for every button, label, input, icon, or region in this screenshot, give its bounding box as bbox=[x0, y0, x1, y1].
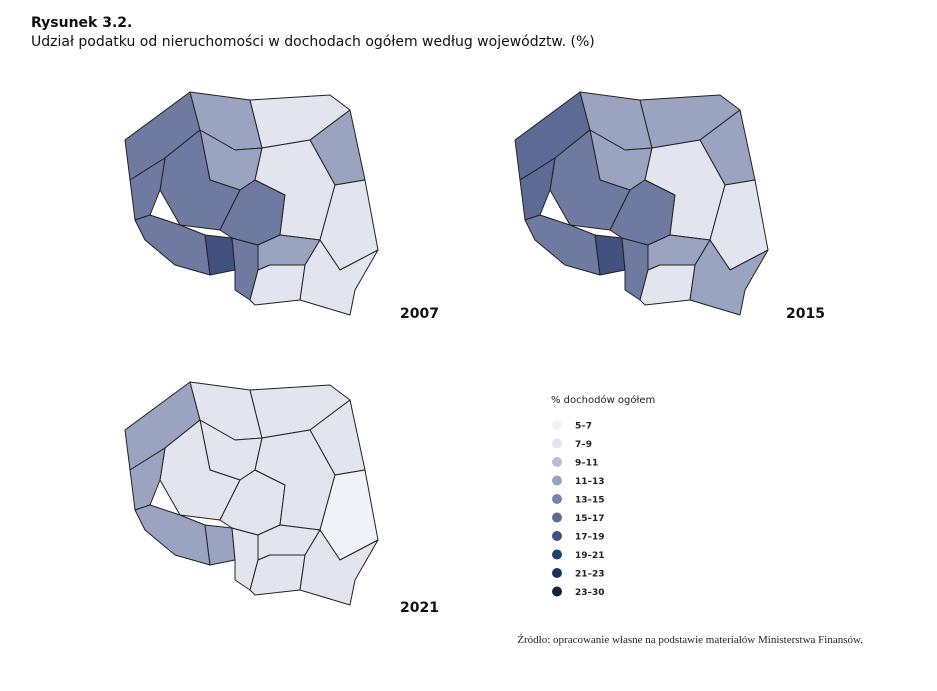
legend-swatch bbox=[552, 531, 562, 541]
region bbox=[639, 264, 696, 306]
legend-swatch bbox=[552, 494, 562, 504]
maps bbox=[124, 91, 769, 606]
legend-label: 5–7 bbox=[575, 422, 592, 432]
legend-swatch bbox=[552, 457, 562, 467]
legend-label: 13–15 bbox=[575, 496, 605, 506]
region bbox=[594, 234, 626, 276]
figure-label: Rysunek 3.2. bbox=[31, 15, 132, 31]
legend-label: 9–11 bbox=[575, 459, 598, 469]
map bbox=[514, 91, 769, 316]
map-year: 2015 bbox=[786, 306, 825, 322]
legend-label: 11–13 bbox=[575, 477, 605, 487]
legend-swatch bbox=[552, 586, 562, 597]
source-note: Źródło: opracowanie własne na podstawie … bbox=[517, 634, 863, 646]
legend-swatch bbox=[552, 512, 562, 523]
legend-label: 15–17 bbox=[575, 514, 605, 524]
map-year: 2021 bbox=[400, 600, 439, 616]
legend-swatch bbox=[552, 438, 562, 449]
legend-label: 21–23 bbox=[575, 570, 605, 580]
region bbox=[129, 447, 166, 511]
legend-label: 23–30 bbox=[575, 588, 605, 598]
legend-title: % dochodów ogółem bbox=[551, 394, 655, 406]
figure-title: Udział podatku od nieruchomości w dochod… bbox=[31, 34, 595, 50]
legend-swatch bbox=[552, 568, 562, 578]
legend-swatch bbox=[552, 420, 562, 430]
region bbox=[249, 264, 306, 306]
map bbox=[124, 91, 379, 316]
legend: 5–7 7–9 9–11 11–13 13–15 15–17 17–19 19–21 21–23… bbox=[552, 420, 605, 598]
region bbox=[689, 239, 769, 316]
legend-swatch bbox=[552, 549, 562, 560]
region bbox=[204, 524, 236, 566]
region bbox=[129, 157, 166, 221]
map bbox=[124, 381, 379, 606]
legend-label: 17–19 bbox=[575, 533, 605, 543]
map-year: 2007 bbox=[400, 306, 439, 322]
region bbox=[299, 239, 379, 316]
legend-label: 19–21 bbox=[575, 551, 605, 561]
region bbox=[519, 157, 556, 221]
region bbox=[299, 529, 379, 606]
legend-label: 7–9 bbox=[575, 440, 592, 450]
region bbox=[204, 234, 236, 276]
region bbox=[249, 554, 306, 596]
legend-swatch bbox=[552, 475, 562, 486]
